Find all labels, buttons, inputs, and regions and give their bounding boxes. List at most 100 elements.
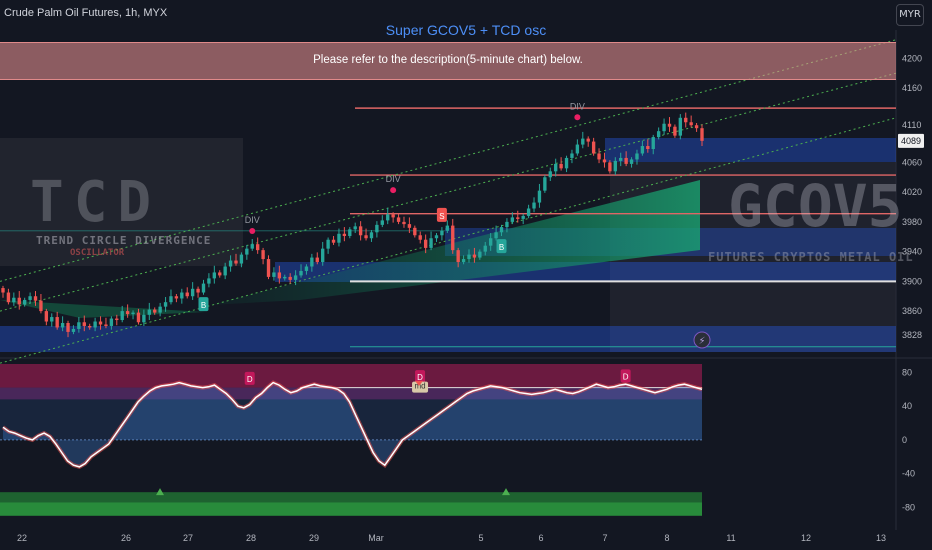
- candle-body-120: [651, 137, 655, 150]
- osc-tick-2: 0: [902, 435, 907, 445]
- candle-body-20: [109, 318, 114, 326]
- candle-body-90: [488, 238, 493, 246]
- trend-wedge-left: [0, 300, 205, 318]
- div-label-0: DIV: [245, 215, 260, 225]
- candle-body-100: [543, 177, 547, 191]
- candle-body-86: [467, 254, 471, 260]
- candle-body-60: [326, 239, 330, 249]
- candle-body-87: [472, 254, 477, 258]
- candle-body-54: [293, 275, 298, 280]
- candle-body-19: [104, 324, 108, 326]
- candle-body-41: [223, 266, 227, 276]
- candle-body-99: [537, 190, 542, 203]
- blue-zone-3: [605, 138, 896, 162]
- candle-body-102: [554, 163, 558, 172]
- candle-body-80: [434, 235, 439, 239]
- candle-body-40: [218, 272, 222, 276]
- price-tick-5: 4020: [902, 187, 922, 197]
- candle-body-118: [640, 146, 645, 154]
- candle-body-10: [55, 317, 59, 328]
- x-tick-6: 5: [478, 533, 483, 543]
- candle-body-11: [60, 323, 65, 328]
- candle-body-36: [196, 288, 200, 293]
- candle-body-12: [66, 323, 70, 332]
- signal-label-2: B: [201, 301, 206, 310]
- candle-body-7: [39, 300, 43, 312]
- candle-body-14: [77, 322, 81, 329]
- candle-body-2: [12, 297, 16, 303]
- osc-tick-0: 80: [902, 367, 912, 377]
- candle-body-121: [656, 131, 661, 138]
- candle-body-110: [597, 153, 601, 160]
- candle-body-48: [261, 250, 265, 260]
- candle-body-6: [33, 296, 38, 301]
- symbol-title[interactable]: Crude Palm Oil Futures, 1h, MYX: [4, 7, 168, 19]
- candle-body-97: [526, 208, 531, 216]
- candle-body-126: [684, 117, 688, 123]
- osc-marker-label-1: D: [417, 373, 423, 382]
- candle-body-24: [131, 312, 135, 315]
- candle-body-13: [71, 328, 76, 332]
- price-tick-4: 3980: [902, 217, 922, 227]
- tcd-watermark-caption: OSCILLATOR: [70, 248, 125, 258]
- x-tick-10: 11: [726, 533, 735, 543]
- candle-body-113: [613, 160, 617, 172]
- candle-body-27: [147, 309, 151, 315]
- osc-marker-box-2: [620, 369, 631, 383]
- candle-body-61: [331, 239, 336, 243]
- x-tick-5: Mar: [368, 533, 384, 543]
- candle-body-39: [212, 272, 217, 279]
- price-tick-6: 4060: [902, 157, 922, 167]
- div-dot-2: [574, 114, 581, 121]
- last-price-label: 4089: [901, 136, 921, 146]
- candle-body-56: [304, 266, 309, 271]
- osc-area: [3, 382, 702, 467]
- banner-text: Please refer to the description(5-minute…: [313, 54, 583, 66]
- candle-body-119: [646, 146, 650, 150]
- candle-body-59: [321, 248, 325, 263]
- price-tick-2: 3900: [902, 276, 922, 286]
- candle-body-55: [299, 270, 303, 276]
- indicator-title[interactable]: Super GCOV5 + TCD osc: [385, 22, 547, 38]
- osc-tick-1: 40: [902, 401, 912, 411]
- candle-body-115: [624, 157, 628, 164]
- candle-body-25: [136, 312, 141, 323]
- candle-body-78: [423, 239, 428, 248]
- candle-body-104: [564, 157, 569, 169]
- price-tick-9: 4200: [902, 53, 922, 63]
- candle-body-92: [499, 227, 504, 233]
- candle-body-35: [190, 288, 195, 297]
- x-tick-7: 6: [538, 533, 543, 543]
- candle-body-83: [451, 225, 455, 251]
- candle-body-23: [125, 311, 130, 315]
- candle-body-82: [445, 225, 450, 231]
- osc-tick-3: -40: [902, 469, 915, 479]
- candle-body-66: [358, 226, 363, 236]
- candle-body-106: [575, 144, 580, 154]
- candle-body-37: [201, 283, 206, 293]
- candle-body-70: [380, 220, 384, 225]
- candle-body-73: [396, 217, 401, 222]
- candle-body-93: [505, 221, 509, 228]
- candle-body-50: [272, 272, 276, 277]
- x-tick-11: 12: [801, 533, 811, 543]
- candle-body-114: [619, 157, 623, 161]
- candle-body-26: [142, 314, 146, 323]
- candle-body-47: [255, 244, 260, 251]
- x-tick-4: 29: [309, 533, 319, 543]
- osc-band-3: [0, 492, 702, 503]
- candle-body-125: [678, 117, 683, 136]
- candle-body-107: [581, 138, 585, 145]
- x-tick-12: 13: [876, 533, 886, 543]
- candle-body-17: [93, 321, 97, 328]
- candle-body-38: [207, 278, 211, 284]
- candle-body-127: [689, 122, 693, 126]
- gcov-watermark-subtitle: FUTURES CRYPTOS METAL OIL: [708, 250, 914, 264]
- alert-icon: [693, 331, 711, 349]
- candle-body-124: [673, 126, 677, 136]
- currency-button[interactable]: MYR: [896, 4, 924, 26]
- candle-body-8: [44, 311, 49, 322]
- candle-body-84: [456, 250, 460, 263]
- candle-body-58: [315, 257, 319, 263]
